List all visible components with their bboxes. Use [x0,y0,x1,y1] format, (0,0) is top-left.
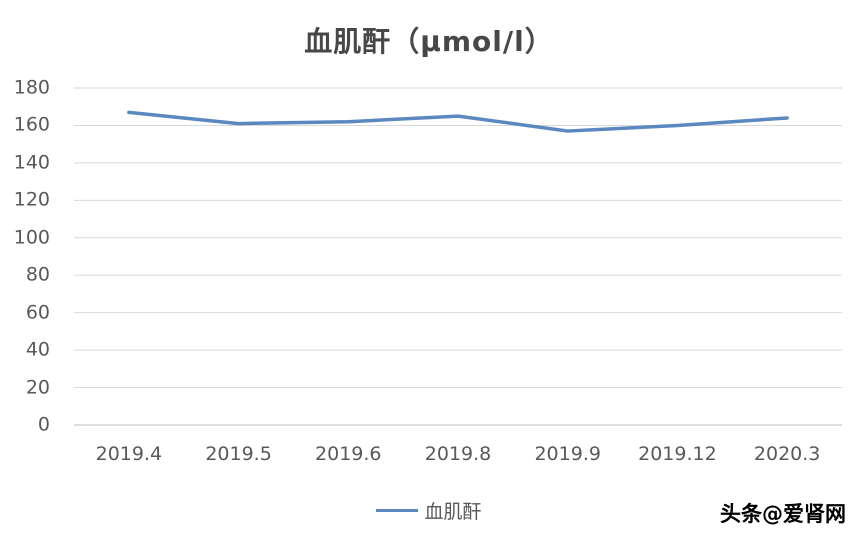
legend-line-swatch [376,509,419,512]
x-axis-label: 2019.9 [534,443,601,465]
watermark-text: 头条@爱肾网 [720,502,846,526]
y-axis-label: 100 [13,226,50,249]
chart-title: 血肌酐（μmol/l） [304,25,554,58]
x-axis-label: 2019.4 [95,443,163,465]
y-axis-label: 20 [25,376,50,399]
y-axis-label: 140 [13,151,50,174]
x-axis-label: 2019.8 [424,443,492,465]
y-axis-label: 160 [13,113,50,136]
y-axis-label: 80 [25,263,50,286]
y-axis-label: 180 [13,76,50,99]
x-axis-label: 2019.12 [638,443,717,465]
x-axis-label: 2020.3 [753,443,821,465]
x-axis-label: 2019.5 [205,443,272,465]
y-axis-label: 60 [25,301,50,324]
x-axis-label: 2019.6 [315,443,382,465]
y-axis-label: 0 [37,413,50,436]
series-line [127,110,789,133]
y-axis-label: 40 [25,338,50,361]
legend: 血肌酐 [0,497,858,524]
y-axis-label: 120 [13,188,50,211]
legend-label: 血肌酐 [424,501,482,523]
